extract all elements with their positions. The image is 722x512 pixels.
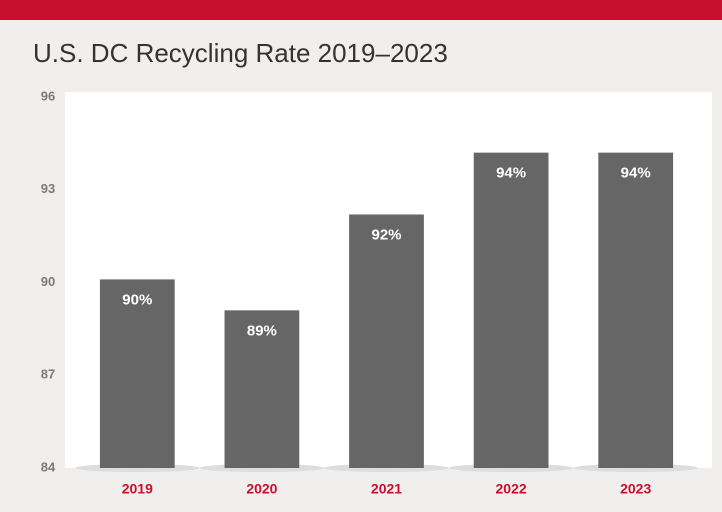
bar <box>224 310 300 468</box>
bar <box>349 214 424 468</box>
data-label: 94% <box>496 165 526 182</box>
y-tick-label: 93 <box>41 181 55 196</box>
x-tick-label: 2022 <box>496 481 527 497</box>
bar <box>473 152 549 468</box>
chart-title: U.S. DC Recycling Rate 2019–2023 <box>33 38 448 68</box>
bar <box>598 152 674 468</box>
y-tick-label: 84 <box>41 459 56 474</box>
y-tick-label: 96 <box>41 88 55 103</box>
x-tick-label: 2021 <box>371 481 402 497</box>
x-tick-label: 2019 <box>122 481 153 497</box>
y-tick-label: 90 <box>41 274 55 289</box>
x-tick-label: 2020 <box>246 481 277 497</box>
y-tick-label: 87 <box>41 367 55 382</box>
bar <box>99 279 175 468</box>
data-label: 90% <box>122 291 152 308</box>
header-band <box>0 0 722 20</box>
data-label: 89% <box>247 322 277 339</box>
data-label: 94% <box>621 165 651 182</box>
x-tick-label: 2023 <box>620 481 651 497</box>
data-label: 92% <box>371 226 401 243</box>
